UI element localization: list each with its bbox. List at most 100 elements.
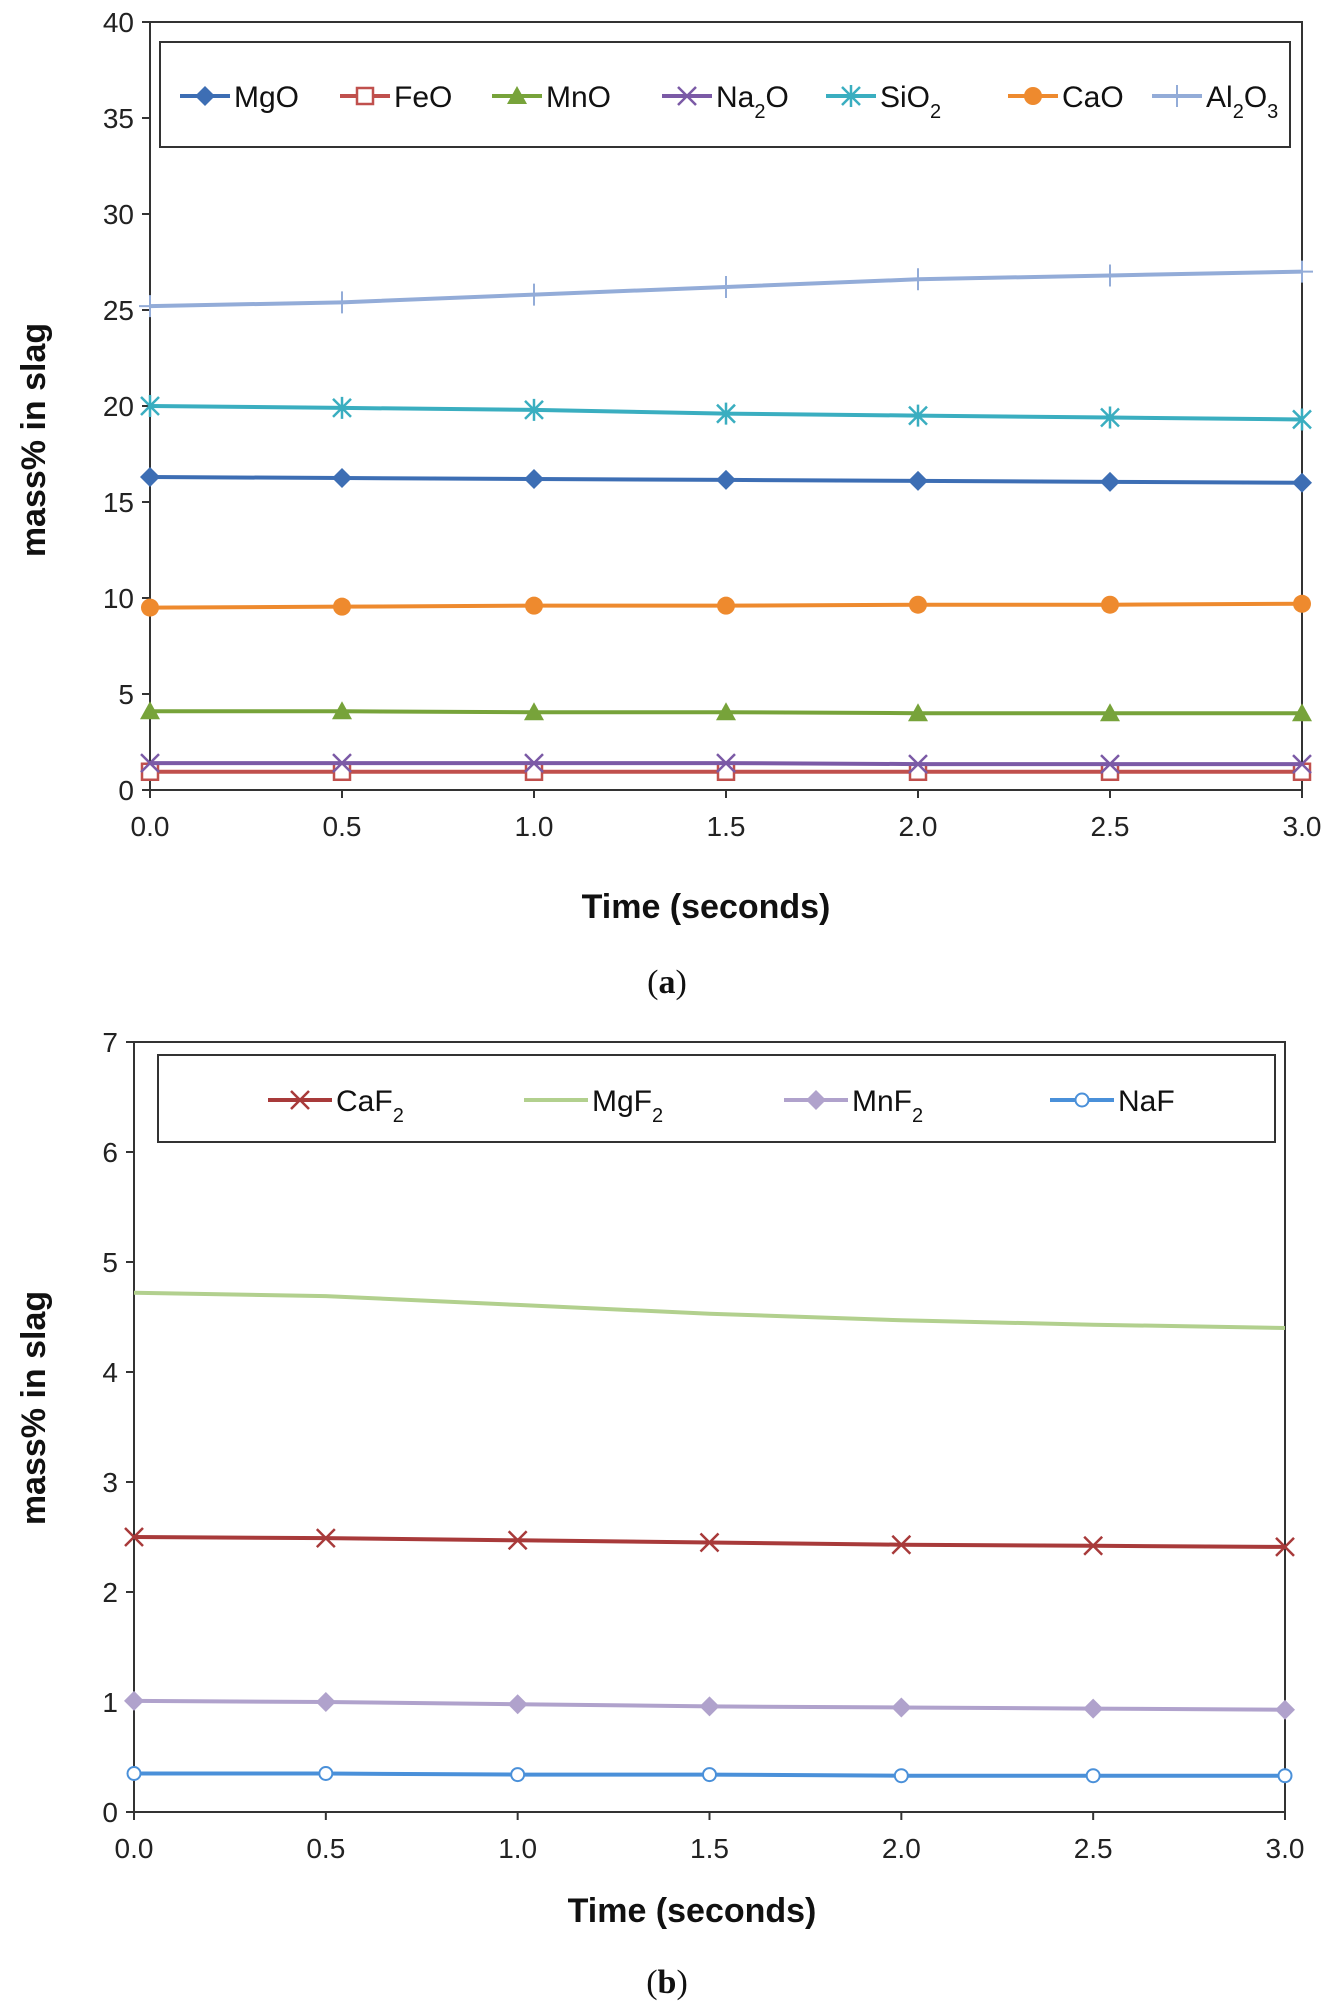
legend-label: SiO2 [880, 81, 941, 123]
x-tick-label: 1.0 [515, 811, 554, 842]
x-tick-label: 1.0 [498, 1833, 537, 1864]
legend-label: Al2O3 [1206, 81, 1278, 123]
y-tick-label: 0 [118, 775, 134, 806]
legend-marker [355, 86, 375, 106]
legend: CaF2 MgF2 MnF2 NaF [157, 1054, 1276, 1143]
data-point [908, 703, 928, 722]
data-point [332, 468, 352, 488]
legend-item-feo: FeO [340, 81, 452, 114]
data-point [315, 1528, 336, 1548]
data-point [140, 762, 160, 782]
y-tick-label: 35 [103, 103, 134, 134]
data-point [702, 1767, 717, 1783]
y-axis-title: mass% in slag [15, 1291, 53, 1525]
data-point [524, 753, 544, 774]
legend-label: CaF2 [336, 1085, 404, 1127]
data-point [1099, 264, 1121, 287]
legend-label: MnF2 [852, 1085, 923, 1127]
series-line [133, 1290, 1286, 1330]
x-tick-label: 0.5 [323, 811, 362, 842]
data-point [124, 1527, 144, 1547]
legend: MgO FeO MnO Na2O SiO2 CaO Al2O3 [159, 41, 1291, 148]
data-point [1292, 408, 1312, 431]
data-point [1100, 703, 1120, 722]
data-point [1292, 703, 1312, 722]
y-axis-title: mass% in slag [15, 323, 53, 557]
x-tick-label: 2.5 [1074, 1833, 1113, 1864]
data-point [139, 295, 161, 318]
data-point [525, 596, 543, 615]
data-point [1291, 260, 1313, 283]
data-point [716, 469, 736, 490]
data-point [333, 597, 351, 616]
data-point [510, 1767, 526, 1783]
legend-marker [290, 1090, 310, 1110]
data-point [908, 470, 928, 491]
x-tick-label: 3.0 [1266, 1833, 1305, 1864]
data-point [1293, 594, 1311, 613]
legend-item-mnf2: MnF2 [784, 1085, 923, 1127]
x-tick-label: 2.5 [1091, 811, 1130, 842]
data-point [318, 1766, 334, 1781]
y-tick-label: 20 [103, 391, 134, 422]
y-tick-label: 30 [103, 199, 134, 230]
series-mgo [140, 467, 1312, 493]
data-point [332, 701, 352, 720]
y-tick-label: 3 [102, 1467, 118, 1498]
legend-item-caf2: CaF2 [268, 1085, 404, 1127]
data-point [124, 1690, 144, 1711]
series-mnf2 [124, 1690, 1295, 1720]
x-axis-title: Time (seconds) [568, 1892, 817, 1930]
data-point [524, 398, 544, 421]
legend-item-naf: NaF [1050, 1085, 1175, 1118]
data-point [1101, 595, 1119, 614]
legend-label: FeO [394, 81, 452, 114]
data-point [1275, 1699, 1295, 1720]
x-tick-label: 0.5 [306, 1833, 345, 1864]
data-point [1292, 762, 1312, 782]
data-point [524, 468, 544, 489]
series-mno [140, 701, 1312, 722]
x-tick-label: 2.0 [899, 811, 938, 842]
series-caf2 [124, 1527, 1295, 1557]
data-point [332, 753, 352, 774]
data-point [331, 291, 353, 314]
data-point [524, 762, 544, 782]
data-point [1100, 754, 1120, 774]
data-point [523, 283, 545, 306]
panel-caption: (a) [647, 964, 687, 1001]
data-point [907, 268, 929, 291]
series-feo [140, 762, 1312, 782]
data-point [1275, 1537, 1295, 1557]
legend-item-sio2: SiO2 [826, 81, 941, 123]
data-point [1100, 471, 1120, 492]
y-tick-label: 15 [103, 487, 134, 518]
data-point [699, 1696, 720, 1717]
x-tick-label: 0.0 [131, 811, 170, 842]
legend-label: Na2O [716, 81, 789, 123]
y-tick-label: 5 [102, 1247, 118, 1278]
data-point [1100, 762, 1120, 782]
y-tick-label: 25 [103, 295, 134, 326]
data-point [891, 1534, 912, 1555]
data-point [699, 1532, 720, 1553]
y-tick-label: 4 [102, 1357, 118, 1388]
data-point [891, 1697, 912, 1718]
legend-marker [1024, 87, 1042, 105]
data-point [715, 275, 737, 298]
data-point [908, 754, 928, 774]
data-point [140, 395, 160, 417]
legend-item-al2o3: Al2O3 [1152, 81, 1278, 123]
data-point [524, 702, 544, 721]
data-point [1292, 472, 1312, 493]
data-point [332, 396, 352, 419]
y-tick-label: 1 [102, 1687, 118, 1718]
y-tick-label: 0 [102, 1797, 118, 1828]
panel-caption: (b) [646, 1964, 688, 2001]
y-tick-label: 6 [102, 1137, 118, 1168]
x-tick-label: 1.5 [690, 1833, 729, 1864]
legend-label: MnO [546, 81, 611, 114]
data-point [1292, 754, 1312, 774]
x-tick-label: 2.0 [882, 1833, 921, 1864]
